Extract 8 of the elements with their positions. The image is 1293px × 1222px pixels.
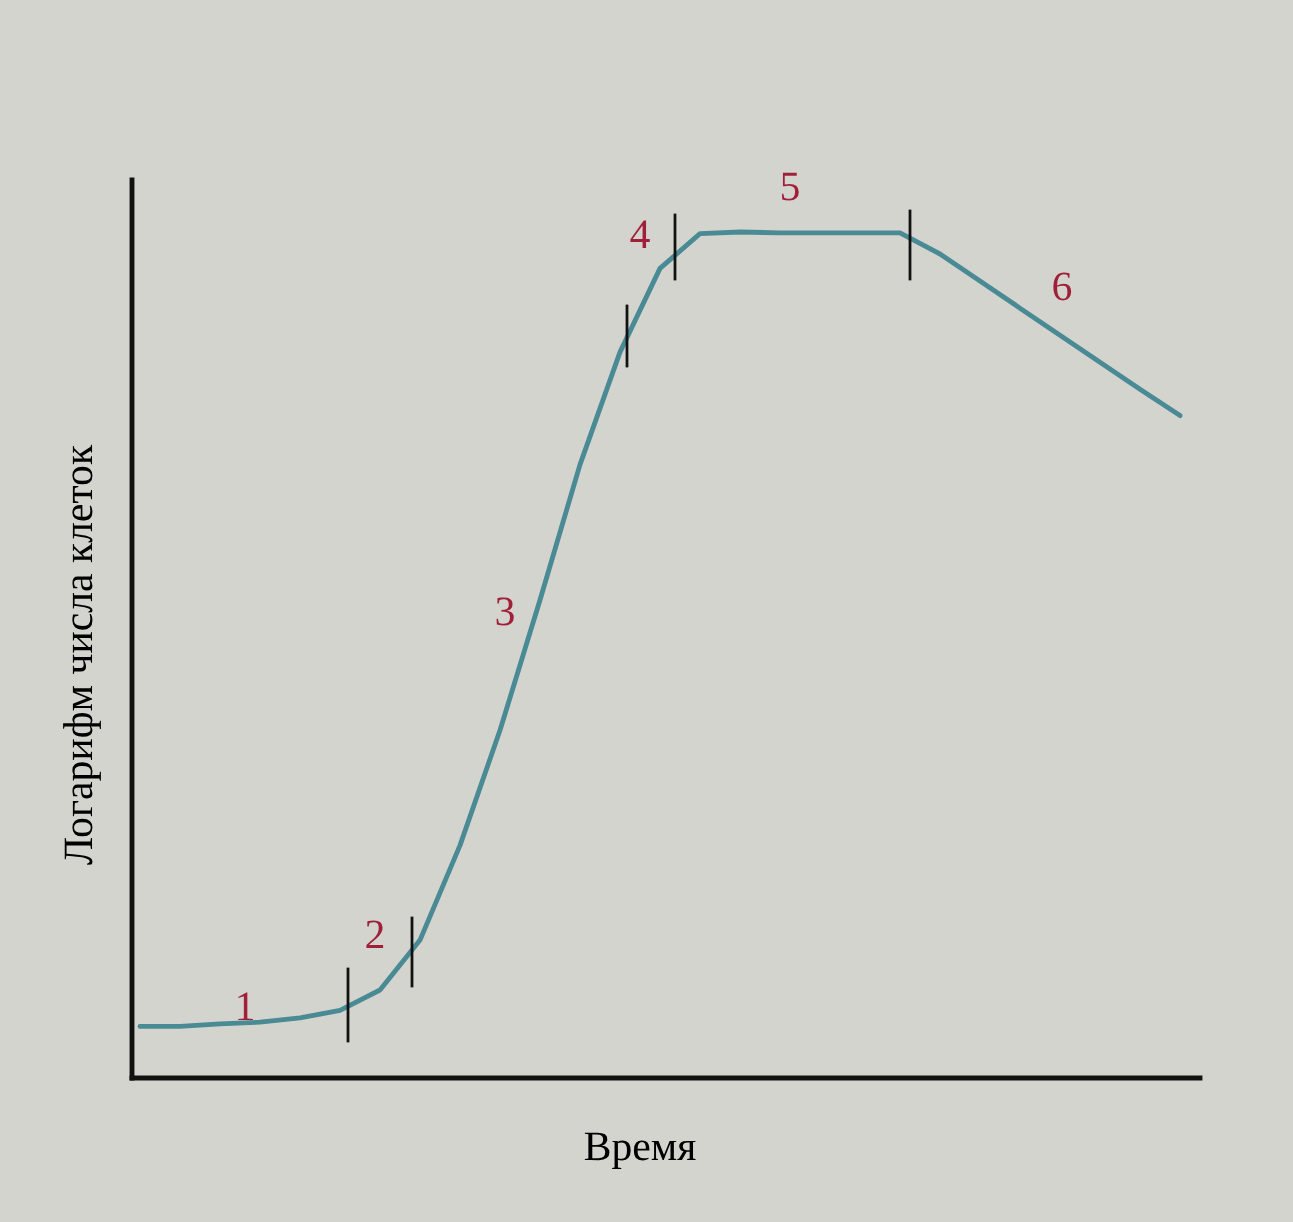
- annotation: 1: [238, 992, 253, 1021]
- x-axis-title: Время: [584, 1132, 696, 1169]
- annotation: 6: [1053, 272, 1072, 301]
- annotation: 2: [366, 920, 384, 949]
- y-axis-title: Логарифм числа клеток: [63, 444, 101, 865]
- text: 5: [782, 172, 799, 201]
- annotation: 4: [630, 220, 650, 249]
- annotation: 3: [496, 597, 514, 626]
